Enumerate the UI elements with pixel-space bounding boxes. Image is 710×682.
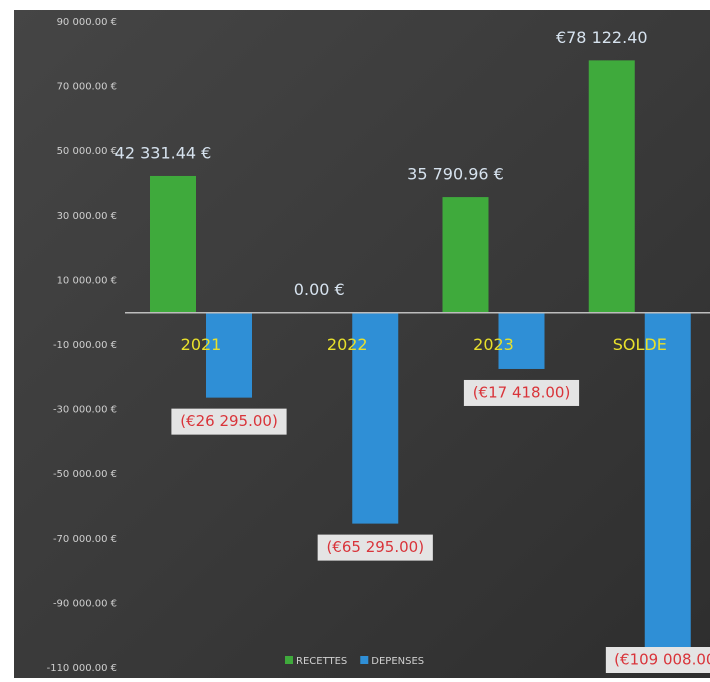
bar	[352, 312, 399, 524]
y-tick-label: 70 000.00 €	[57, 82, 117, 93]
data-label: (€109 008.00)	[614, 651, 710, 669]
data-label: 0.00 €	[294, 280, 345, 299]
data-label-box	[605, 647, 710, 673]
y-tick-label: -10 000.00 €	[53, 340, 117, 351]
y-tick-label: -110 000.00 €	[47, 663, 117, 674]
y-tick-label: -70 000.00 €	[53, 534, 117, 545]
data-label: €78 122.40	[556, 28, 648, 47]
x-tick-label: 2021	[181, 335, 222, 354]
bar	[498, 312, 545, 369]
y-tick-label: 90 000.00 €	[57, 17, 117, 28]
y-tick-label: -30 000.00 €	[53, 405, 117, 416]
bar	[588, 60, 635, 313]
legend-swatch	[360, 656, 369, 664]
data-label: (€65 295.00)	[326, 538, 424, 556]
bar	[644, 312, 691, 665]
x-tick-label: 2023	[473, 335, 514, 354]
x-tick-label: 2022	[327, 335, 368, 354]
bar	[206, 312, 252, 398]
y-tick-label: 30 000.00 €	[57, 211, 117, 222]
bar	[442, 197, 489, 313]
x-tick-label: SOLDE	[613, 335, 667, 354]
data-label-box	[171, 408, 287, 435]
data-label-box	[317, 534, 433, 561]
data-label: 35 790.96 €	[407, 165, 504, 184]
data-label: (€17 418.00)	[473, 383, 571, 401]
y-tick-label: 50 000.00 €	[57, 146, 117, 157]
y-tick-label: -50 000.00 €	[53, 469, 117, 480]
legend-swatch	[285, 656, 293, 664]
y-tick-label: 10 000.00 €	[57, 275, 117, 286]
data-label-box	[463, 379, 580, 406]
legend-label: DEPENSES	[371, 656, 424, 667]
bar	[150, 175, 196, 313]
data-label: 42 331.44 €	[115, 143, 212, 162]
y-tick-label: -90 000.00 €	[53, 598, 117, 609]
legend-label: RECETTES	[296, 656, 347, 667]
data-label: (€26 295.00)	[180, 412, 278, 430]
